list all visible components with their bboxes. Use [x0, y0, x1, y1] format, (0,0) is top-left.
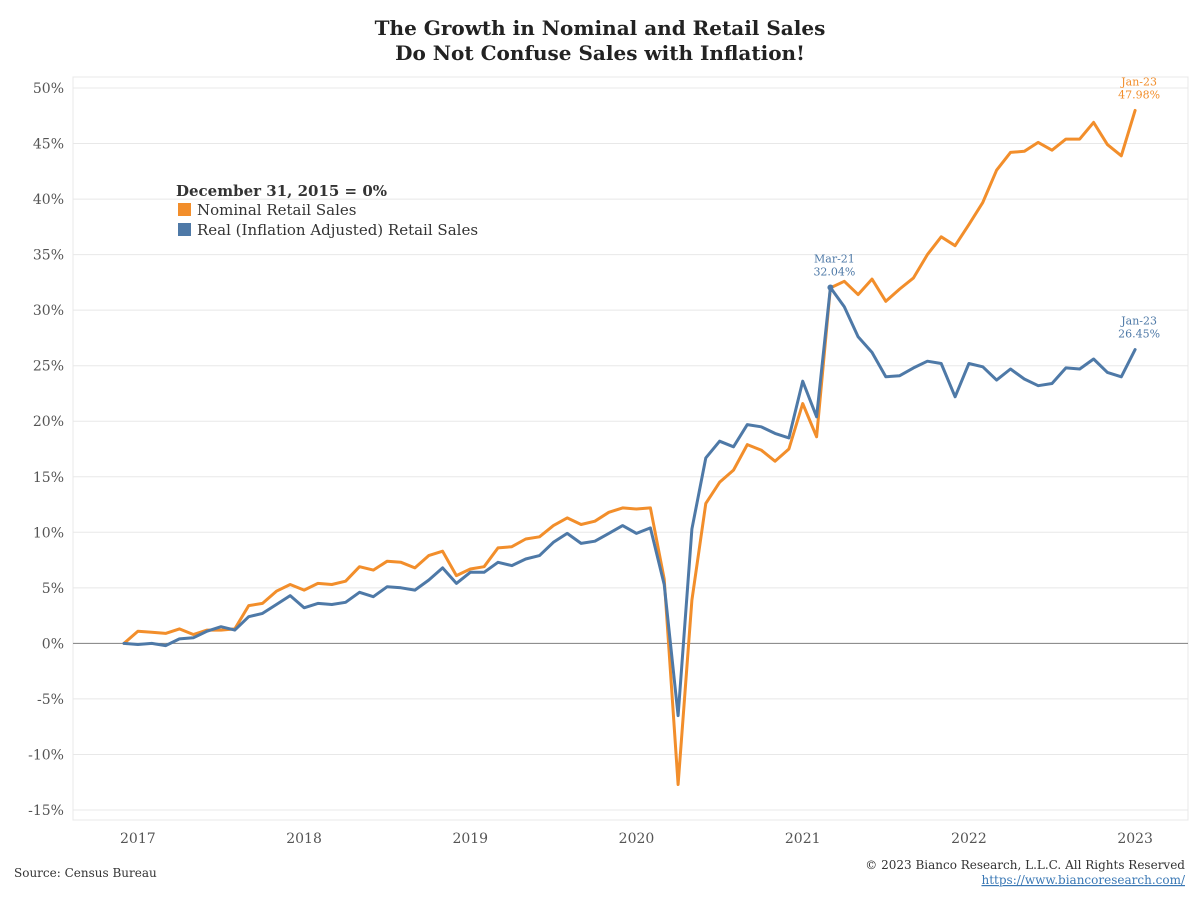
- x-tick-label: 2019: [452, 831, 488, 847]
- y-tick-label: 10%: [33, 525, 64, 541]
- real-retail-sales-line: [122, 286, 1137, 718]
- legend-swatch-real: [178, 223, 191, 236]
- legend-title: December 31, 2015 = 0%: [176, 182, 387, 200]
- source-note: Source: Census Bureau: [14, 866, 157, 880]
- y-tick-label: 45%: [33, 137, 64, 153]
- legend: December 31, 2015 = 0% Nominal Retail Sa…: [176, 182, 478, 239]
- y-tick-label: -5%: [37, 692, 64, 708]
- x-tick-label: 2023: [1117, 831, 1153, 847]
- series-layer: [122, 108, 1137, 786]
- y-tick-label: 35%: [33, 248, 64, 264]
- y-tick-label: 30%: [33, 303, 64, 319]
- y-tick-label: 50%: [33, 81, 64, 97]
- plot-frame: [72, 76, 1189, 821]
- y-tick-label: 40%: [33, 192, 64, 208]
- y-tick-label: 20%: [33, 414, 64, 430]
- y-tick-label: 5%: [42, 581, 64, 597]
- y-tick-label: -10%: [28, 747, 64, 763]
- y-tick-label: 25%: [33, 359, 64, 375]
- website-link[interactable]: https://www.biancoresearch.com/: [981, 873, 1185, 887]
- chart-title-line-1: The Growth in Nominal and Retail Sales: [375, 16, 826, 40]
- annotation-marker: [827, 284, 834, 291]
- annotation-value: 32.04%: [813, 265, 855, 278]
- nominal-retail-sales-line: [122, 108, 1137, 786]
- chart-title-line-2: Do Not Confuse Sales with Inflation!: [395, 41, 805, 65]
- annotation-date: Mar-21: [814, 252, 855, 265]
- x-axis: 2017 2018 2019 2020 2021 2022 2023: [120, 831, 1153, 847]
- x-tick-label: 2021: [785, 831, 821, 847]
- legend-label-real: Real (Inflation Adjusted) Retail Sales: [197, 221, 478, 239]
- annotation-value: 26.45%: [1118, 328, 1160, 341]
- y-axis: 50% 45% 40% 35% 30% 25% 20% 15% 10% 5% 0% -5% -10% -1…: [28, 81, 64, 819]
- y-tick-label: -15%: [28, 803, 64, 819]
- y-tick-label: 0%: [42, 636, 64, 652]
- legend-label-nominal: Nominal Retail Sales: [197, 201, 356, 219]
- y-tick-label: 15%: [33, 470, 64, 486]
- annotation-value: 47.98%: [1118, 88, 1160, 101]
- grid-layer: [72, 76, 1189, 821]
- legend-swatch-nominal: [178, 203, 191, 216]
- annotation-date: Jan-23: [1120, 315, 1157, 328]
- x-tick-label: 2018: [286, 831, 322, 847]
- copyright-note: © 2023 Bianco Research, L.L.C. All Right…: [865, 858, 1185, 872]
- x-tick-label: 2022: [951, 831, 987, 847]
- x-tick-label: 2020: [619, 831, 655, 847]
- annotation-date: Jan-23: [1120, 75, 1157, 88]
- x-tick-label: 2017: [120, 831, 156, 847]
